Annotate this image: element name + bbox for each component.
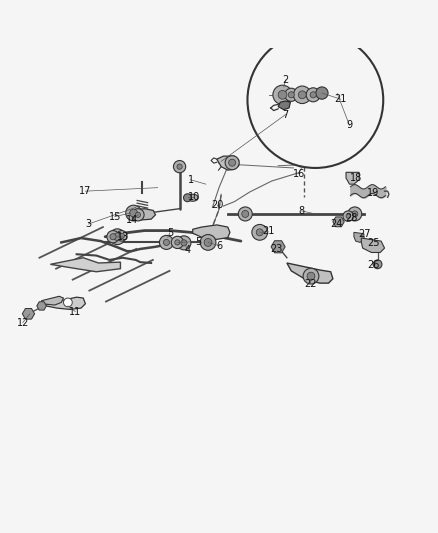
Circle shape: [110, 233, 116, 240]
Circle shape: [177, 164, 182, 169]
Text: 21: 21: [262, 227, 274, 237]
Circle shape: [288, 92, 294, 98]
Polygon shape: [333, 217, 344, 227]
Text: 2: 2: [283, 75, 289, 85]
Circle shape: [177, 236, 191, 250]
Polygon shape: [22, 309, 35, 319]
Text: 12: 12: [17, 318, 29, 328]
Circle shape: [113, 233, 121, 241]
Circle shape: [126, 205, 141, 221]
Polygon shape: [217, 156, 239, 170]
Circle shape: [200, 235, 216, 251]
Text: 1: 1: [187, 175, 194, 185]
Circle shape: [310, 92, 316, 98]
Circle shape: [173, 160, 186, 173]
Circle shape: [110, 229, 125, 245]
Polygon shape: [193, 225, 230, 239]
Text: 22: 22: [304, 279, 316, 289]
Circle shape: [256, 229, 263, 236]
Circle shape: [159, 236, 173, 249]
Circle shape: [132, 209, 144, 221]
Text: 19: 19: [367, 188, 379, 198]
Text: 21: 21: [335, 94, 347, 104]
Circle shape: [300, 156, 307, 163]
Text: 5: 5: [167, 228, 173, 238]
Text: 7: 7: [283, 109, 289, 119]
Text: 5: 5: [195, 237, 201, 247]
Polygon shape: [287, 263, 333, 283]
Text: 15: 15: [109, 212, 121, 222]
Circle shape: [163, 239, 170, 246]
Polygon shape: [346, 172, 359, 184]
Circle shape: [135, 212, 141, 217]
Text: 20: 20: [212, 200, 224, 210]
Text: 3: 3: [85, 219, 92, 229]
Circle shape: [373, 260, 382, 269]
Circle shape: [285, 88, 298, 101]
Circle shape: [306, 88, 320, 102]
Text: 9: 9: [346, 120, 353, 131]
Circle shape: [348, 207, 362, 221]
Polygon shape: [129, 209, 155, 220]
Ellipse shape: [187, 194, 198, 201]
Text: 8: 8: [298, 206, 304, 216]
Circle shape: [171, 236, 184, 248]
Polygon shape: [271, 241, 285, 253]
Polygon shape: [354, 232, 364, 243]
Polygon shape: [50, 258, 120, 272]
Circle shape: [247, 32, 383, 168]
Circle shape: [303, 268, 319, 284]
Polygon shape: [296, 155, 309, 167]
Text: 27: 27: [358, 229, 371, 239]
Circle shape: [343, 211, 353, 221]
Text: 11: 11: [69, 306, 81, 317]
Text: 16: 16: [293, 168, 305, 179]
Text: 23: 23: [270, 244, 282, 254]
Circle shape: [316, 87, 328, 99]
Circle shape: [117, 231, 127, 241]
Circle shape: [352, 211, 358, 217]
Circle shape: [225, 156, 239, 169]
Circle shape: [119, 233, 124, 238]
Circle shape: [238, 207, 252, 221]
Circle shape: [130, 209, 138, 217]
Text: 17: 17: [79, 186, 92, 196]
Text: 13: 13: [117, 232, 130, 242]
Text: 26: 26: [367, 260, 379, 270]
Polygon shape: [361, 238, 385, 253]
Circle shape: [307, 272, 315, 280]
Circle shape: [229, 159, 236, 166]
Circle shape: [293, 86, 311, 103]
Circle shape: [298, 91, 306, 99]
Text: 28: 28: [345, 213, 357, 223]
Text: 18: 18: [350, 173, 362, 183]
Polygon shape: [37, 302, 46, 310]
Circle shape: [278, 91, 287, 99]
Polygon shape: [278, 101, 290, 110]
Text: 14: 14: [126, 215, 138, 224]
Circle shape: [252, 224, 268, 240]
Text: 4: 4: [184, 245, 191, 255]
Circle shape: [273, 85, 292, 104]
Circle shape: [184, 194, 191, 201]
Circle shape: [175, 240, 180, 245]
Text: 25: 25: [367, 238, 379, 248]
Circle shape: [242, 211, 249, 217]
Circle shape: [176, 164, 183, 171]
Polygon shape: [37, 297, 85, 310]
Circle shape: [181, 240, 187, 246]
Circle shape: [346, 214, 350, 219]
Text: 6: 6: [217, 241, 223, 251]
Polygon shape: [42, 296, 64, 305]
Circle shape: [64, 298, 72, 307]
Circle shape: [107, 231, 119, 243]
Circle shape: [204, 238, 212, 246]
Text: 24: 24: [330, 219, 343, 229]
Text: 10: 10: [187, 192, 200, 203]
